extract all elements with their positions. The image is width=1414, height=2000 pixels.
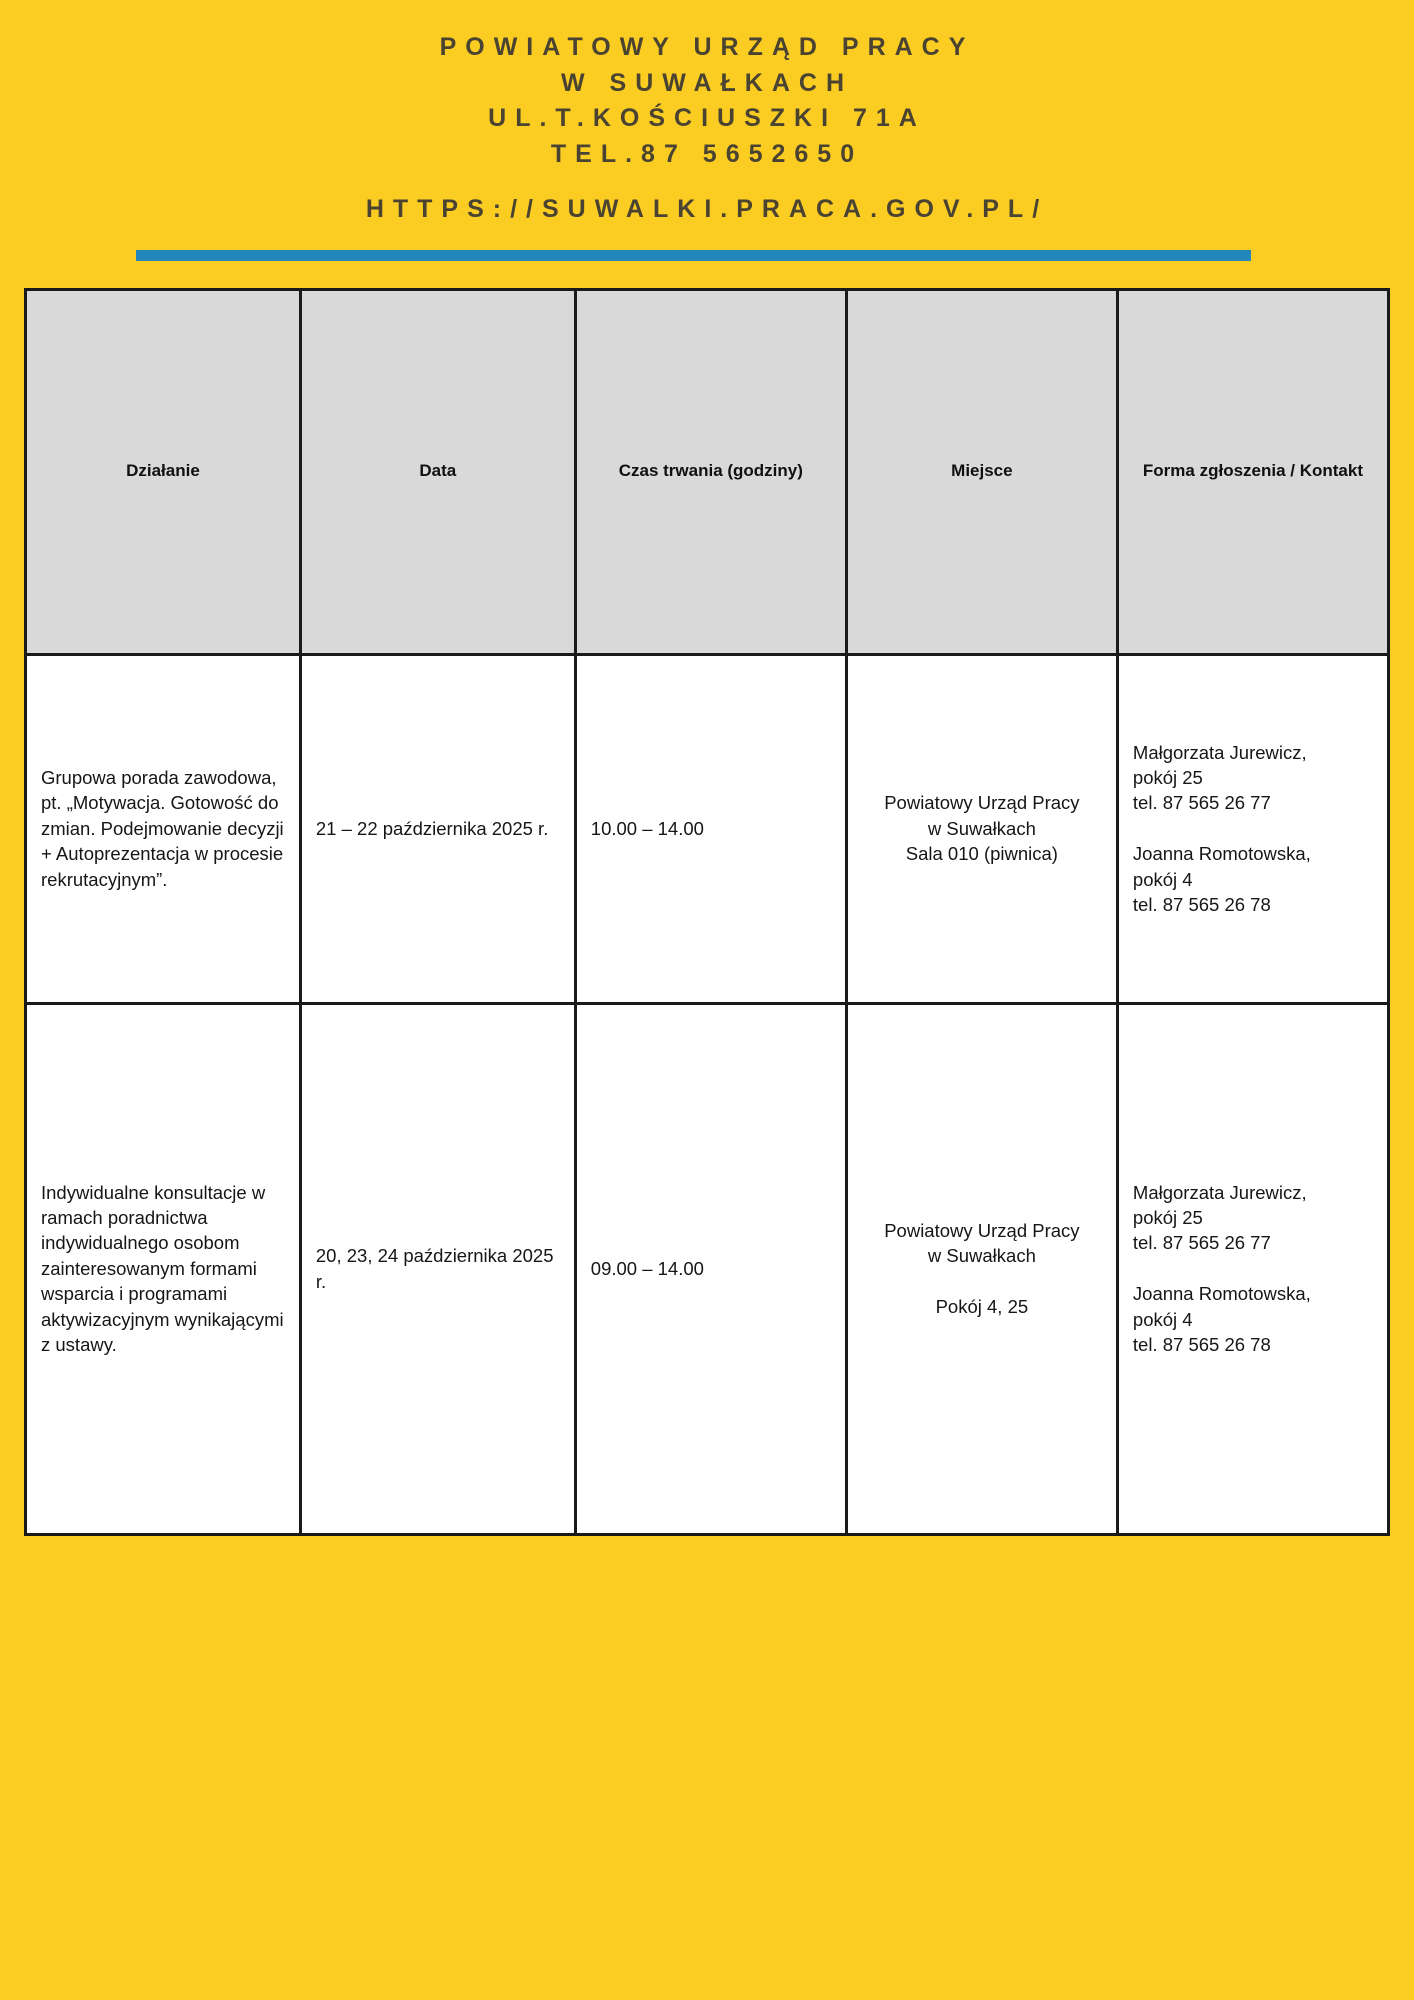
office-name-line-1: POWIATOWY URZĄD PRACY — [439, 33, 975, 61]
cell-dzialanie: Indywidualne konsultacje w ramach poradn… — [24, 1001, 302, 1536]
cell-dzialanie: Grupowa porada zawodowa, pt. „Motywacja.… — [24, 652, 302, 1005]
cell-data-text: 21 – 22 października 2025 r. — [315, 817, 549, 839]
cell-data-text: 20, 23, 24 października 2025 r. — [315, 1245, 554, 1292]
blue-divider-bar — [136, 249, 1251, 261]
cell-forma: Małgorzata Jurewicz, pokój 25 tel. 87 56… — [1115, 1001, 1391, 1536]
cell-miejsce-text: Powiatowy Urząd Pracy w Suwałkach Pokój … — [884, 1219, 1080, 1317]
cell-czas-text: 10.00 – 14.00 — [590, 817, 704, 839]
office-website-line: HTTPS://SUWALKI.PRACA.GOV.PL/ — [365, 195, 1049, 223]
cell-miejsce-text: Powiatowy Urząd Pracy w Suwałkach Sala 0… — [884, 792, 1080, 865]
table-body: Grupowa porada zawodowa, pt. „Motywacja.… — [24, 652, 1391, 1536]
table-row: Indywidualne konsultacje w ramach poradn… — [24, 1001, 1391, 1536]
cell-czas: 09.00 – 14.00 — [573, 1001, 848, 1536]
poster-header: POWIATOWY URZĄD PRACY W SUWAŁKACH UL.T.K… — [0, 0, 1414, 228]
office-phone-line: TEL.87 5652650 — [550, 139, 864, 168]
cell-data: 20, 23, 24 października 2025 r. — [298, 1001, 577, 1536]
cell-data: 21 – 22 października 2025 r. — [298, 652, 577, 1005]
cell-czas-text: 09.00 – 14.00 — [590, 1257, 704, 1279]
cell-czas: 10.00 – 14.00 — [573, 652, 848, 1005]
table-head: Działanie Data Czas trwania (godziny) Mi… — [24, 287, 1391, 656]
schedule-table-wrap: Działanie Data Czas trwania (godziny) Mi… — [0, 287, 1414, 1536]
header-divider-wrap — [0, 249, 1414, 261]
column-header-dzialanie: Działanie — [24, 287, 302, 656]
office-address-line: UL.T.KOŚCIUSZKI 71A — [488, 104, 926, 132]
cell-forma: Małgorzata Jurewicz, pokój 25 tel. 87 56… — [1115, 652, 1391, 1005]
cell-dzialanie-text: Indywidualne konsultacje w ramach poradn… — [41, 1181, 284, 1355]
schedule-table: Działanie Data Czas trwania (godziny) Mi… — [24, 287, 1391, 1536]
cell-forma-text: Małgorzata Jurewicz, pokój 25 tel. 87 56… — [1132, 1181, 1311, 1355]
cell-miejsce: Powiatowy Urząd Pracy w Suwałkach Pokój … — [844, 1001, 1119, 1536]
column-header-czas-trwania: Czas trwania (godziny) — [573, 287, 848, 656]
column-header-forma-zgloszenia: Forma zgłoszenia / Kontakt — [1115, 287, 1391, 656]
cell-dzialanie-text: Grupowa porada zawodowa, pt. „Motywacja.… — [41, 767, 284, 890]
table-header-row: Działanie Data Czas trwania (godziny) Mi… — [24, 287, 1391, 656]
table-row: Grupowa porada zawodowa, pt. „Motywacja.… — [24, 652, 1391, 1005]
cell-forma-text: Małgorzata Jurewicz, pokój 25 tel. 87 56… — [1132, 741, 1311, 915]
office-name-line-2: W SUWAŁKACH — [560, 68, 854, 97]
column-header-miejsce: Miejsce — [844, 287, 1119, 656]
column-header-data: Data — [298, 287, 577, 656]
cell-miejsce: Powiatowy Urząd Pracy w Suwałkach Sala 0… — [844, 652, 1119, 1005]
